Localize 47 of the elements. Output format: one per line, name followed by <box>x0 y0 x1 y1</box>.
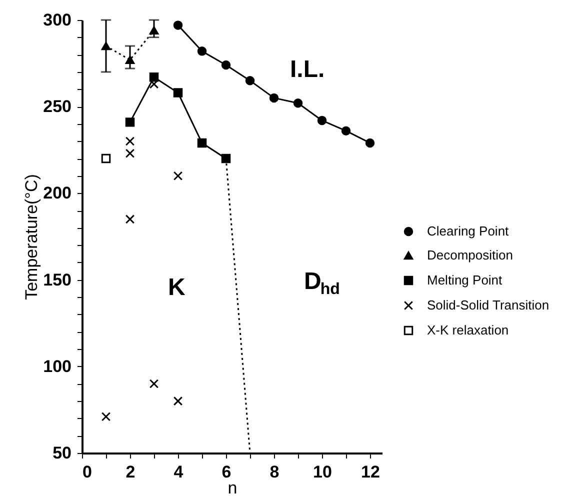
annotation: K <box>168 274 186 301</box>
point <box>221 60 231 70</box>
point <box>173 88 183 98</box>
y-tick-label: 300 <box>43 10 72 30</box>
x-tick-label: 8 <box>270 462 280 482</box>
point <box>173 20 183 30</box>
legend-label: Solid-Solid Transition <box>427 298 550 312</box>
point <box>125 56 135 64</box>
annotation: I.L. <box>290 56 325 83</box>
legend-label: Decomposition <box>427 248 513 262</box>
x-tick-label: 12 <box>361 462 380 482</box>
x-tick-label: 4 <box>174 462 184 482</box>
y-tick-label: 50 <box>52 444 72 462</box>
point <box>173 171 183 181</box>
point <box>173 396 183 406</box>
y-tick-label: 100 <box>43 356 72 376</box>
point <box>245 76 255 86</box>
x-tick-label: 10 <box>313 462 332 482</box>
point <box>125 148 135 158</box>
point <box>365 138 375 148</box>
point <box>293 98 303 108</box>
point <box>317 116 327 126</box>
point <box>125 214 135 224</box>
point <box>101 412 111 422</box>
point <box>149 379 159 388</box>
point <box>125 136 135 146</box>
point <box>149 72 159 82</box>
y-tick-label: 150 <box>43 270 72 290</box>
point <box>341 126 351 136</box>
point <box>125 118 135 127</box>
point <box>197 138 207 148</box>
y-axis-title: Temperature(°C) <box>22 174 42 300</box>
x-tick-label: 6 <box>222 462 232 482</box>
y-tick-label: 200 <box>43 184 72 203</box>
x-axis-title: n <box>228 478 238 498</box>
y-tick-label: 250 <box>43 97 72 116</box>
point <box>197 46 207 56</box>
x-tick-label: 2 <box>126 462 136 482</box>
x-tick-label: 0 <box>82 462 92 482</box>
point <box>101 42 111 50</box>
point <box>101 154 111 164</box>
legend-label: Clearing Point <box>427 224 510 238</box>
point <box>269 93 279 103</box>
legend-label: X-K relaxation <box>427 322 509 338</box>
point <box>221 154 231 164</box>
point <box>149 26 159 34</box>
legend-label: Melting Point <box>427 272 503 288</box>
